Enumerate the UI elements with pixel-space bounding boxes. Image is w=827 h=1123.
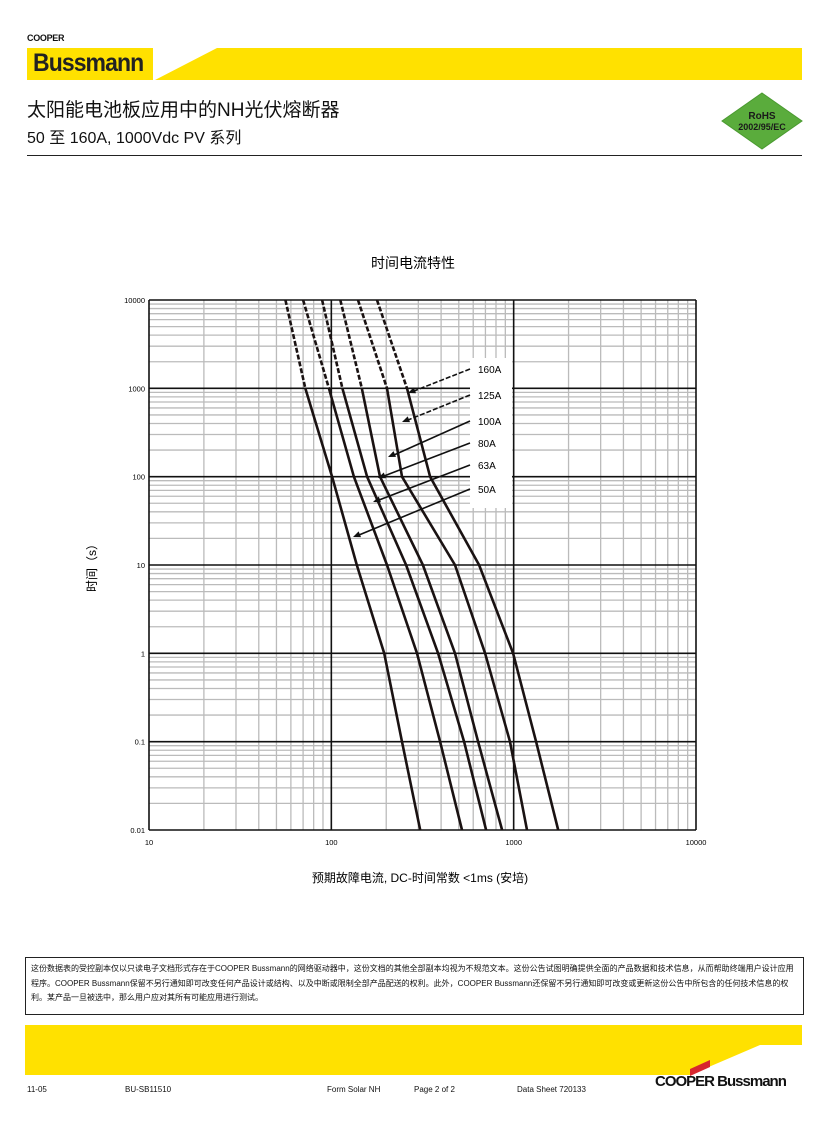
curve-125A-dashed (356, 299, 389, 389)
x-tick-label: 100 (325, 838, 338, 847)
series-label-100A: 100A (478, 417, 502, 428)
series-label-160A: 160A (478, 365, 502, 376)
legend-background (470, 358, 512, 508)
logo-cooper: COOPER (27, 33, 65, 43)
series-label-80A: 80A (478, 439, 496, 450)
footer-date: 11-05 (27, 1085, 47, 1094)
series-label-63A: 63A (478, 461, 496, 472)
chart-title: 时间电流特性 (371, 255, 455, 271)
header-divider (27, 155, 802, 156)
footer-logo-mark-icon (690, 1060, 710, 1076)
curve-80A-dashed (320, 299, 344, 389)
header-yellow-band (155, 48, 802, 80)
arrow-63A (378, 464, 471, 501)
arrowhead-icon (353, 531, 361, 538)
footer-yellow-band (25, 1025, 802, 1075)
arrow-80A (383, 442, 471, 477)
footer-datasheet: Data Sheet 720133 (517, 1085, 586, 1094)
curve-50A-dashed (284, 299, 307, 389)
footer-logo: COOPER Bussmann (655, 1073, 787, 1090)
y-tick-label: 1 (141, 649, 145, 658)
y-tick-label: 10 (137, 561, 145, 570)
y-tick-label: 1000 (128, 384, 145, 393)
arrowhead-icon (378, 472, 386, 479)
arrowhead-icon (402, 416, 410, 423)
curve-80A (341, 387, 488, 831)
arrow-50A (358, 488, 471, 536)
curve-100A-dashed (339, 299, 364, 389)
arrowhead-icon (373, 496, 381, 503)
y-tick-label: 100 (132, 473, 145, 482)
arrowhead-icon (408, 387, 416, 394)
y-tick-label: 0.1 (135, 738, 145, 747)
series-label-50A: 50A (478, 485, 496, 496)
x-tick-label: 1000 (505, 838, 522, 847)
curve-63A (327, 387, 464, 831)
logo-bussmann-box (27, 48, 153, 80)
x-axis-label: 预期故障电流, DC-时间常数 <1ms (安培) (312, 870, 528, 885)
rohs-line1: RoHS (748, 111, 776, 122)
x-tick-label: 10000 (686, 838, 707, 847)
logo-bussmann: Bussmann (33, 49, 144, 77)
footer-code: BU-SB11510 (125, 1085, 172, 1094)
curve-63A-dashed (301, 299, 331, 389)
curve-160A-dashed (375, 299, 409, 389)
series-label-125A: 125A (478, 391, 502, 402)
page-subtitle: 50 至 160A, 1000Vdc PV 系列 (27, 130, 242, 147)
footer-form: Form Solar NH (327, 1085, 381, 1094)
footer-page: Page 2 of 2 (414, 1085, 455, 1094)
arrow-125A (407, 394, 471, 421)
rohs-line2: 2002/95/EC (738, 122, 786, 132)
rohs-badge: RoHS 2002/95/EC (721, 92, 803, 150)
y-tick-label: 0.01 (130, 826, 145, 835)
curve-160A (405, 387, 560, 831)
curve-50A (304, 387, 422, 831)
y-axis-label: 时间（s） (85, 538, 99, 592)
page-title: 太阳能电池板应用中的NH光伏熔断器 (27, 100, 340, 121)
arrowhead-icon (388, 451, 396, 457)
arrow-160A (413, 368, 471, 392)
x-tick-label: 10 (145, 838, 153, 847)
curve-100A (360, 388, 504, 831)
y-tick-label: 10000 (124, 296, 145, 305)
disclaimer-notice: 这份数据表的受控副本仅以只读电子文档形式存在于COOPER Bussmann的网… (25, 957, 804, 1015)
curve-125A (385, 388, 529, 831)
arrow-100A (393, 420, 471, 456)
